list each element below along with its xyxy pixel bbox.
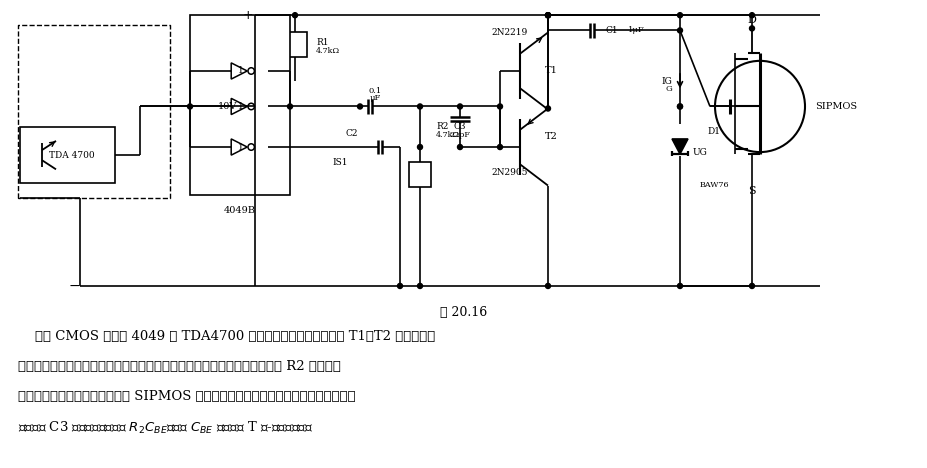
Text: R1: R1 [316,38,328,47]
Circle shape [252,104,257,109]
Circle shape [749,13,754,18]
Circle shape [457,145,462,150]
Text: 制电路不能保证有足够电压时给 SIPMOS 管的门极提供一个一定的电位，防止该管误导: 制电路不能保证有足够电压时给 SIPMOS 管的门极提供一个一定的电位，防止该管… [18,390,355,403]
Text: 0.1: 0.1 [368,87,381,95]
Bar [409,162,430,187]
Text: TDA 4700: TDA 4700 [49,151,95,160]
Circle shape [545,13,550,18]
Text: G: G [665,85,671,93]
Circle shape [497,145,502,150]
Circle shape [417,145,422,150]
Circle shape [397,284,402,288]
Text: 4.7kΩ: 4.7kΩ [316,47,340,55]
Text: C2: C2 [346,129,358,139]
Text: 三个反相器并联有两个输出端分别加到推挽电路的两个晶体管基极上。电阻 R2 用来在控: 三个反相器并联有两个输出端分别加到推挽电路的两个晶体管基极上。电阻 R2 用来在… [18,360,340,373]
Circle shape [677,28,681,33]
Text: D1: D1 [706,127,719,136]
Text: BAW76: BAW76 [698,181,728,189]
Circle shape [677,13,681,18]
Circle shape [292,13,298,18]
Text: 1μF: 1μF [628,26,644,35]
Circle shape [417,104,422,109]
Circle shape [677,284,681,288]
Text: 4.7kΩ: 4.7kΩ [436,131,460,139]
Text: UG: UG [692,147,706,157]
Circle shape [749,284,754,288]
Text: S: S [747,186,755,196]
Circle shape [545,13,550,18]
Polygon shape [671,139,687,154]
Circle shape [187,104,192,109]
Circle shape [677,104,681,109]
Text: 1: 1 [237,102,244,111]
Circle shape [457,104,462,109]
Text: R2: R2 [436,122,448,131]
Text: C3: C3 [453,122,465,131]
Circle shape [417,284,422,288]
Text: C1: C1 [605,26,617,35]
Text: T1: T1 [544,66,557,75]
Text: 4049B: 4049B [223,206,256,215]
Text: 2N2219: 2N2219 [491,28,527,37]
Circle shape [357,104,362,109]
Circle shape [749,26,754,31]
Circle shape [545,13,550,18]
Text: +: + [243,9,253,22]
Text: 1: 1 [237,66,244,75]
Text: 利用 CMOS 反相器 4049 作 TDA4700 输出信号的反相级和晶体管 T1、T2 的驱动级。: 利用 CMOS 反相器 4049 作 TDA4700 输出信号的反相级和晶体管 … [18,330,435,343]
Bar [20,127,115,183]
Text: 图 20.16: 图 20.16 [440,306,487,319]
Text: 1: 1 [237,143,244,152]
Circle shape [545,13,550,18]
Bar [190,15,289,195]
Circle shape [545,106,550,111]
Text: IG: IG [660,77,671,86]
Text: −: − [68,279,80,293]
Text: 10V: 10V [218,102,236,111]
Text: D: D [747,15,756,25]
Text: 22pF: 22pF [449,131,470,139]
Circle shape [287,104,292,109]
Text: 2N2905: 2N2905 [491,168,527,177]
Circle shape [497,104,502,109]
Text: 通。电容 C3 用来缩短时间常数 $R_2C_{BE}$，这里 $C_{BE}$ 为晶体管 T 基-射极间电容。: 通。电容 C3 用来缩短时间常数 $R_2C_{BE}$，这里 $C_{BE}$… [18,420,313,436]
Text: μF: μF [369,95,380,102]
Circle shape [714,61,804,152]
Circle shape [677,104,681,109]
Text: IS1: IS1 [332,158,348,167]
Text: T2: T2 [544,132,557,141]
Bar [283,32,307,57]
Text: SIPMOS: SIPMOS [814,102,857,111]
Circle shape [545,284,550,288]
